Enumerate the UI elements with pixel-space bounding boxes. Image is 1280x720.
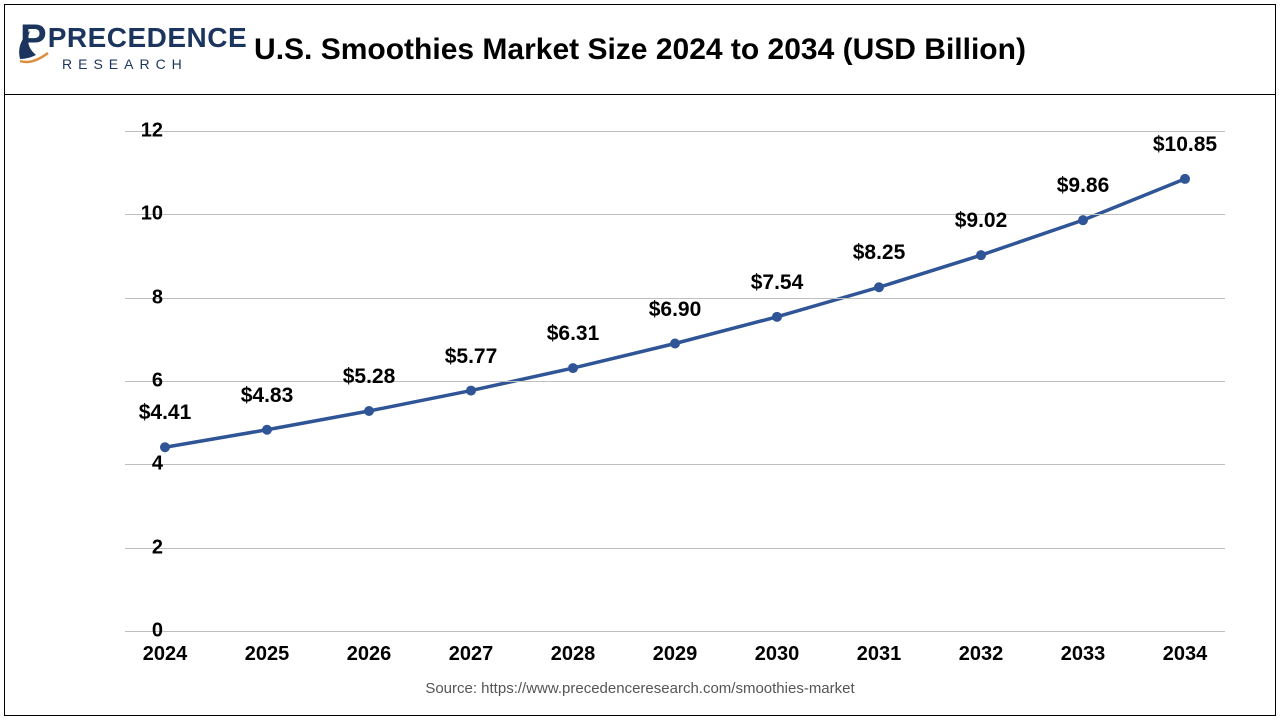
data-label: $5.77 <box>445 345 498 369</box>
x-tick-label: 2027 <box>431 643 511 666</box>
x-tick-label: 2033 <box>1043 643 1123 666</box>
gridline <box>125 131 1225 132</box>
gridline <box>125 548 1225 549</box>
data-label: $10.85 <box>1153 133 1217 157</box>
gridline <box>125 214 1225 215</box>
data-label: $4.83 <box>241 384 294 408</box>
x-tick-label: 2030 <box>737 643 817 666</box>
data-label: $9.02 <box>955 209 1008 233</box>
data-label: $6.90 <box>649 298 702 322</box>
logo: PPRECEDENCE RESEARCH <box>20 17 220 72</box>
y-tick-label: 2 <box>123 536 163 559</box>
data-label: $9.86 <box>1057 174 1110 198</box>
x-tick-label: 2034 <box>1145 643 1225 666</box>
data-label: $5.28 <box>343 365 396 389</box>
gridline <box>125 464 1225 465</box>
y-tick-label: 12 <box>123 120 163 143</box>
header: PPRECEDENCE RESEARCH U.S. Smoothies Mark… <box>5 5 1275 95</box>
data-label: $8.25 <box>853 241 906 265</box>
gridline <box>125 381 1225 382</box>
chart-area: 2024 2025 2026 2027 2028 2029 2030 2031 2032 2033… <box>5 96 1275 715</box>
x-tick-label: 2031 <box>839 643 919 666</box>
logo-name: PPRECEDENCE <box>20 17 220 62</box>
x-tick-label: 2026 <box>329 643 409 666</box>
x-tick-label: 2029 <box>635 643 715 666</box>
x-tick-label: 2025 <box>227 643 307 666</box>
x-tick-label: 2028 <box>533 643 613 666</box>
x-tick-label: 2032 <box>941 643 1021 666</box>
gridline <box>125 631 1225 632</box>
data-label: $7.54 <box>751 271 804 295</box>
data-label: $4.41 <box>139 401 192 425</box>
data-label: $6.31 <box>547 322 600 346</box>
source-text: Source: https://www.precedenceresearch.c… <box>5 680 1275 697</box>
y-tick-label: 8 <box>123 286 163 309</box>
x-tick-label: 2024 <box>125 643 205 666</box>
y-tick-label: 6 <box>123 370 163 393</box>
y-tick-label: 10 <box>123 203 163 226</box>
plot: 2024202520262027202820292030203120322033… <box>125 131 1225 631</box>
y-tick-label: 4 <box>123 453 163 476</box>
y-tick-label: 0 <box>123 620 163 643</box>
